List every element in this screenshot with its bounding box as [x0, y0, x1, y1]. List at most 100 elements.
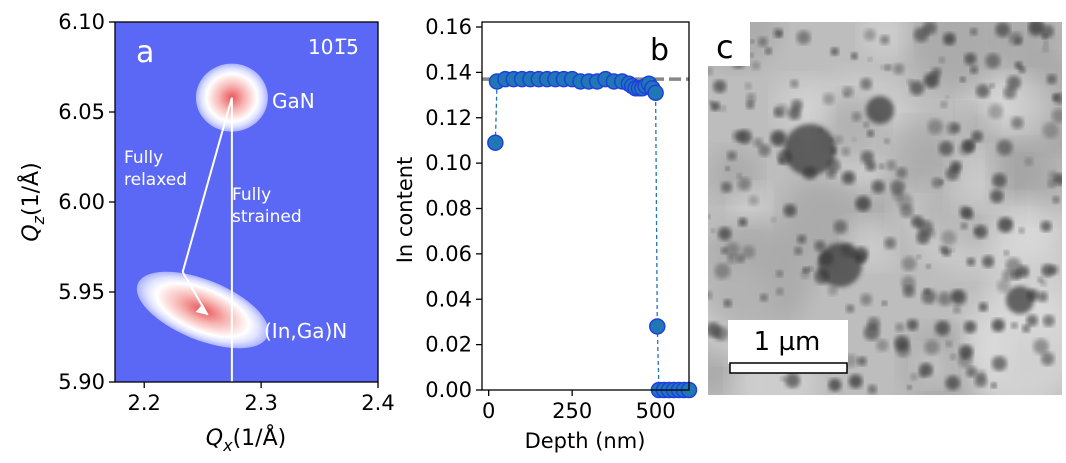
- pit: [911, 215, 924, 228]
- pit: [1037, 276, 1044, 283]
- scale-bar-box: [728, 320, 848, 364]
- pit: [1024, 157, 1034, 166]
- pit: [710, 101, 720, 112]
- pit: [982, 255, 995, 268]
- pit: [808, 266, 814, 272]
- data-point: [649, 318, 666, 335]
- pit: [788, 107, 801, 120]
- pit: [964, 52, 977, 65]
- pit: [714, 263, 731, 280]
- pit: [940, 230, 957, 246]
- pit: [997, 217, 1014, 233]
- pit: [776, 270, 784, 278]
- pit: [973, 224, 988, 239]
- x-tick-label: 2.3: [244, 391, 277, 415]
- pit: [773, 107, 783, 117]
- pit: [970, 27, 978, 36]
- pit: [996, 139, 1013, 156]
- pit: [894, 335, 910, 351]
- pit: [884, 64, 892, 71]
- y-tick-label: 5.90: [58, 370, 105, 394]
- texture: [960, 283, 1062, 395]
- y-axis-label: In content: [393, 157, 417, 264]
- pit: [945, 340, 953, 347]
- pit: [723, 299, 732, 308]
- pit: [790, 79, 799, 88]
- pit: [738, 217, 748, 227]
- x-axis-label: Qx(1/Å): [206, 424, 286, 455]
- pit: [725, 242, 740, 257]
- pit: [864, 28, 876, 41]
- pit: [758, 144, 771, 157]
- data-point: [647, 84, 664, 102]
- pit: [721, 181, 732, 193]
- label-box: [708, 22, 750, 66]
- pit: [764, 47, 773, 55]
- pit: [901, 275, 916, 290]
- pit: [918, 363, 933, 378]
- pit: [991, 318, 1005, 332]
- pit: [963, 320, 977, 334]
- pit: [951, 290, 963, 302]
- pit: [860, 77, 873, 90]
- texture: [729, 184, 771, 225]
- pit: [830, 47, 839, 56]
- y-tick-label: 0.16: [425, 15, 472, 39]
- pit: [1014, 37, 1023, 45]
- pit: [896, 167, 908, 179]
- y-tick-label: 0.10: [425, 151, 472, 175]
- pit: [828, 378, 842, 392]
- pit: [938, 140, 954, 156]
- pit: [860, 293, 873, 306]
- pit: [1043, 40, 1049, 46]
- texture: [708, 222, 810, 335]
- fully-relaxed-line: [181, 97, 233, 273]
- pit: [881, 300, 888, 306]
- pit: [878, 163, 885, 170]
- pit: [719, 105, 727, 112]
- pit: [867, 129, 875, 138]
- pit: [1001, 270, 1013, 281]
- x-axis-label: Depth (nm): [525, 429, 646, 453]
- scale-bar: [729, 362, 848, 374]
- y-tick-label: 0.06: [425, 242, 472, 266]
- pit: [737, 177, 751, 191]
- y-tick-label: 0.08: [425, 197, 472, 221]
- pit: [1052, 196, 1060, 204]
- pit: [857, 356, 867, 366]
- pit: [725, 166, 731, 171]
- pit: [867, 384, 877, 395]
- pit: [1042, 33, 1048, 40]
- pit: [953, 306, 961, 314]
- pit: [1052, 93, 1060, 101]
- annotation: Fully: [232, 185, 271, 205]
- pit: [850, 52, 858, 60]
- pit: [1011, 322, 1018, 329]
- texture: [990, 141, 1050, 200]
- x-tick-label: 250: [552, 399, 592, 423]
- pit: [916, 254, 922, 260]
- pit: [989, 83, 995, 89]
- pit: [951, 123, 961, 133]
- pit: [901, 256, 917, 272]
- pit: [990, 189, 1004, 203]
- pit: [735, 254, 745, 263]
- x-tick-label: 500: [636, 399, 676, 423]
- pit: [759, 293, 768, 302]
- pit: [1018, 66, 1026, 74]
- pit: [1042, 122, 1059, 139]
- pit: [718, 227, 732, 241]
- pit: [822, 93, 835, 105]
- pit: [834, 135, 844, 144]
- pit: [746, 93, 756, 103]
- pit: [1037, 291, 1048, 303]
- pit: [966, 257, 976, 267]
- pit: [1051, 108, 1062, 123]
- pit: [732, 130, 744, 142]
- pit: [945, 375, 961, 391]
- arrow-head: [195, 304, 208, 315]
- pit: [938, 57, 945, 64]
- pit: [753, 137, 764, 148]
- pit: [757, 36, 768, 47]
